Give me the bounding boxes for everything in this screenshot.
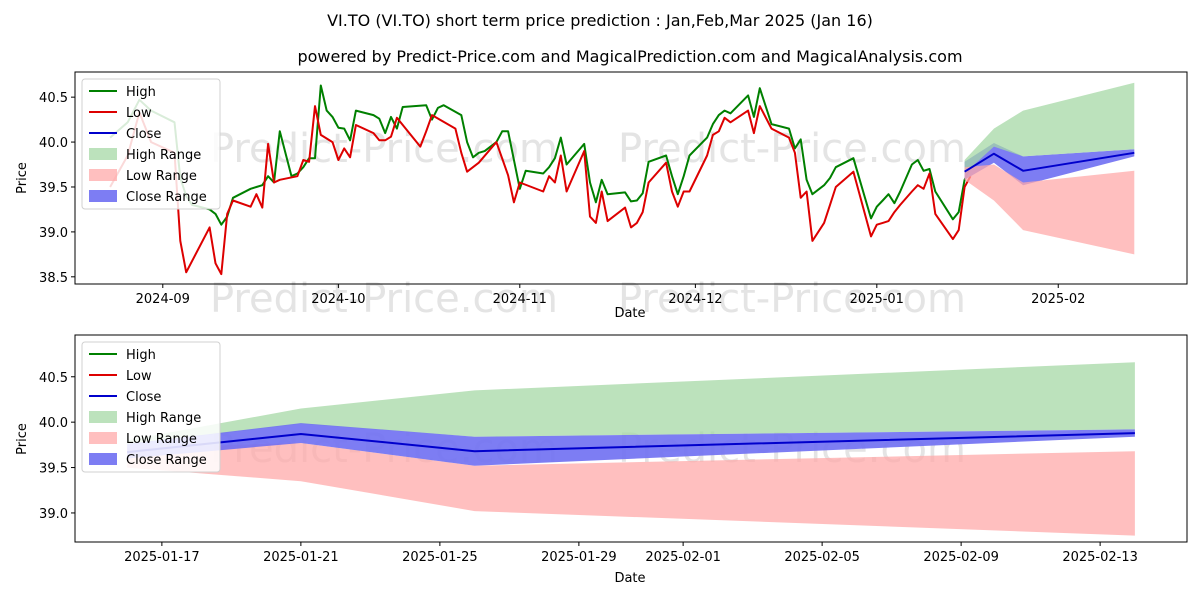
legend-swatch-low-range — [89, 432, 117, 444]
y-axis-label: Price — [15, 423, 30, 455]
legend-swatch-close-range — [89, 190, 117, 202]
high-range-band — [964, 82, 1135, 174]
x-tick-label: 2024-10 — [311, 292, 365, 307]
y-tick-label: 40.0 — [39, 136, 68, 151]
x-tick-label: 2025-01 — [850, 292, 904, 307]
y-tick-label: 38.5 — [39, 271, 68, 286]
high-series-line — [109, 84, 972, 226]
legend-entry-high-range: High Range — [126, 411, 201, 426]
y-tick-label: 39.0 — [39, 507, 68, 522]
x-axis-label: Date — [614, 571, 645, 586]
legend: High Low Close High Range Low Range Close Ran… — [81, 341, 221, 473]
y-axis-label: Price — [15, 162, 30, 194]
x-axis-label: Date — [614, 306, 645, 321]
bottom-panel: Predict-Price.com Predict-Price.com 39.0… — [15, 334, 1188, 586]
legend-entry-high: High — [126, 348, 156, 363]
legend-entry-low-range: Low Range — [126, 432, 197, 447]
x-tick-label: 2024-12 — [668, 292, 722, 307]
high-range-band — [127, 362, 1135, 445]
legend-entry-high: High — [126, 85, 156, 100]
legend-entry-close: Close — [126, 390, 161, 405]
x-tick-label: 2025-02-01 — [645, 550, 721, 565]
x-tick-label: 2024-11 — [493, 292, 547, 307]
plot-area — [109, 82, 1135, 276]
x-tick-label: 2025-02 — [1031, 292, 1085, 307]
legend: High Low Close High Range Low Range Close Ran… — [81, 78, 221, 210]
axes-frame — [74, 71, 1188, 285]
legend-entry-high-range: High Range — [126, 148, 201, 163]
x-tick-label: 2025-01-25 — [402, 550, 478, 565]
x-tick-label: 2025-02-13 — [1062, 550, 1138, 565]
legend-swatch-high-range — [89, 148, 117, 160]
watermark-text: Predict-Price.com — [618, 126, 966, 172]
legend-entry-close: Close — [126, 127, 161, 142]
legend-entry-low: Low — [126, 369, 152, 384]
chart-title: VI.TO (VI.TO) short term price predictio… — [327, 11, 873, 30]
x-tick-label: 2025-01-17 — [124, 550, 200, 565]
y-tick-label: 39.5 — [39, 462, 68, 477]
legend-swatch-low-range — [89, 169, 117, 181]
legend-entry-low: Low — [126, 106, 152, 121]
x-tick-label: 2025-02-05 — [784, 550, 860, 565]
legend-entry-close-range: Close Range — [126, 453, 207, 468]
x-tick-label: 2025-01-29 — [541, 550, 617, 565]
y-tick-label: 40.0 — [39, 416, 68, 431]
y-tick-label: 40.5 — [39, 371, 68, 386]
legend-swatch-close-range — [89, 453, 117, 465]
close-series-line — [964, 151, 1135, 173]
close-range-band — [964, 143, 1135, 186]
plot-area — [126, 362, 1135, 536]
y-tick-label: 39.5 — [39, 181, 68, 196]
y-tick-label: 40.5 — [39, 91, 68, 106]
x-tick-label: 2025-02-09 — [923, 550, 999, 565]
watermark-text: Predict-Price.com — [210, 126, 558, 172]
chart-subtitle: powered by Predict-Price.com and Magical… — [297, 47, 962, 66]
axes: 38.5 39.0 39.5 40.0 40.5 2024-09 2024-10 2024-1… — [39, 91, 1085, 307]
y-tick-label: 39.0 — [39, 226, 68, 241]
top-panel: Predict-Price.com Predict-Price.com Pred… — [15, 71, 1188, 322]
axes: 39.0 39.5 40.0 40.5 2025-01-17 2025-01-21 2025… — [39, 371, 1138, 565]
legend-swatch-high-range — [89, 411, 117, 423]
x-tick-label: 2024-09 — [136, 292, 190, 307]
x-tick-label: 2025-01-21 — [263, 550, 339, 565]
low-range-band — [964, 164, 1135, 255]
low-series-line — [109, 105, 972, 276]
legend-entry-low-range: Low Range — [126, 169, 197, 184]
legend-entry-close-range: Close Range — [126, 190, 207, 205]
close-range-band — [127, 423, 1135, 466]
axes-frame — [74, 334, 1188, 543]
low-range-band — [127, 443, 1135, 536]
